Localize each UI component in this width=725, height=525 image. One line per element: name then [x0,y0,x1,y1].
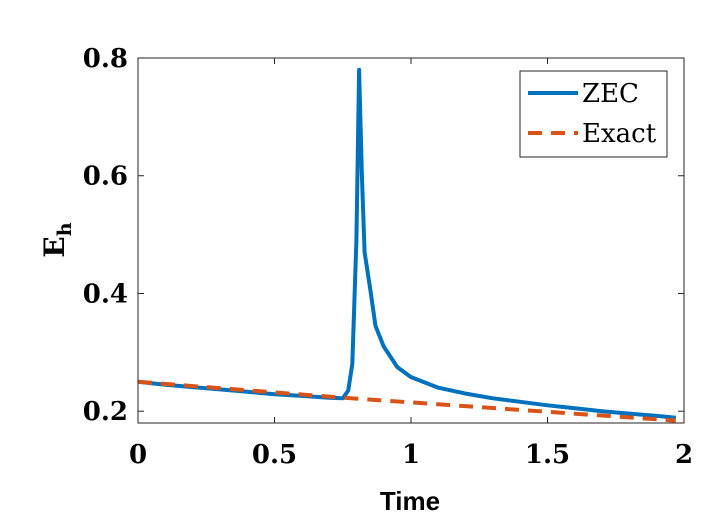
x-tick-label: 1.5 [525,440,570,470]
y-tick-label: 0.2 [83,397,128,427]
legend-label-zec: ZEC [582,79,639,109]
y-axis-title: Eh [38,222,76,257]
x-tick-label: 2 [675,440,693,470]
legend: ZEC Exact [519,70,668,158]
y-axis-title-sub: h [54,222,76,236]
y-axis-title-main: E [38,236,71,257]
y-ticks: 0.2 0.4 0.6 0.8 [83,44,684,427]
y-tick-label: 0.4 [83,279,128,309]
legend-label-exact: Exact [582,119,657,149]
x-tick-label: 1 [402,440,420,470]
y-tick-label: 0.8 [83,44,128,74]
legend-box [519,70,668,158]
x-ticks: 0 0.5 1 1.5 2 [129,58,693,470]
x-tick-label: 0.5 [252,440,297,470]
y-tick-label: 0.6 [83,162,128,192]
x-axis-title: Time [380,486,440,516]
series-line-zec [137,67,676,420]
x-tick-label: 0 [129,440,147,470]
series-layer [137,67,676,423]
